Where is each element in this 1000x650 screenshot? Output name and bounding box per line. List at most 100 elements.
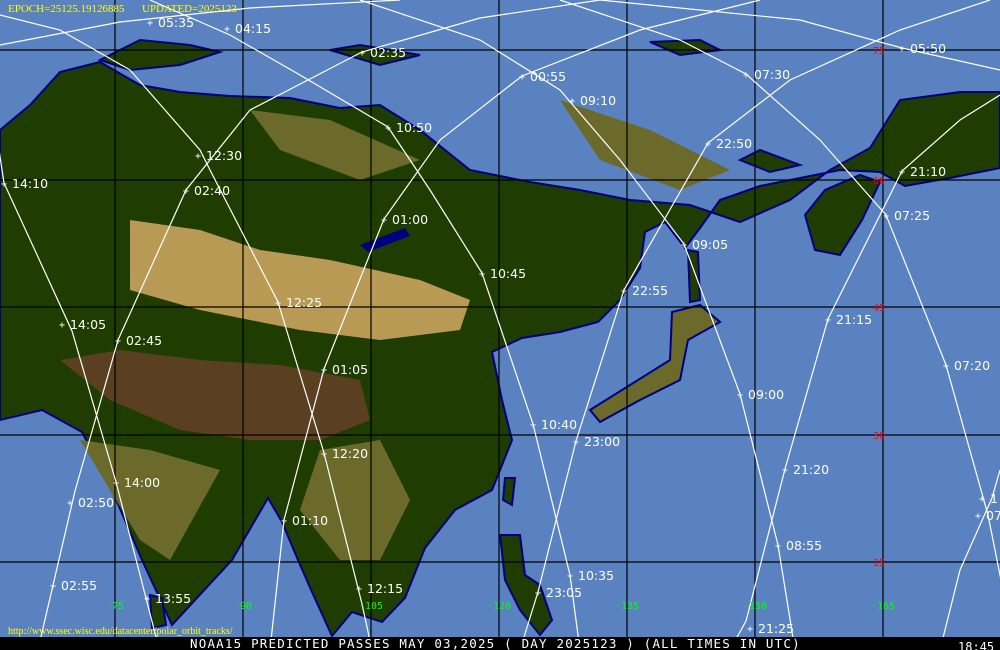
- orbit-track: [0, 14, 373, 650]
- eurasia-landmass: [0, 60, 1000, 638]
- plus-marker-icon: +: [183, 186, 189, 197]
- pass-time-label: 08:55: [786, 538, 822, 553]
- pass-time-label: 02:45: [126, 333, 162, 348]
- orbit-track: [149, 0, 581, 650]
- orbit-track: [269, 0, 761, 650]
- orbit-track: [39, 0, 601, 642]
- plus-marker-icon: +: [479, 269, 485, 280]
- pass-time-label: 14:05: [70, 317, 106, 332]
- plus-marker-icon: +: [883, 211, 889, 222]
- pass-time-marker: +12:20: [321, 446, 368, 461]
- partial-time-label: 18:45: [958, 640, 995, 650]
- pass-time-marker: +12:15: [356, 581, 403, 596]
- plus-marker-icon: +: [567, 571, 573, 582]
- plus-marker-icon: +: [573, 437, 579, 448]
- pass-time-marker: +22:50: [705, 136, 752, 151]
- pass-time-label: 07:25: [894, 208, 930, 223]
- pass-time-label: 02:35: [370, 45, 406, 60]
- updated-label: UPDATED=2025123: [142, 3, 237, 15]
- epoch-label: EPOCH=25125.19126885: [8, 3, 125, 15]
- plus-marker-icon: +: [569, 96, 575, 107]
- pass-time-label: 10:45: [490, 266, 526, 281]
- pass-time-marker: +23:00: [573, 434, 620, 449]
- land-layer: [0, 38, 1000, 638]
- plus-marker-icon: +: [743, 70, 749, 81]
- steppe-highlands: [130, 220, 470, 340]
- plus-marker-icon: +: [899, 167, 905, 178]
- pass-time-label: 10:40: [541, 417, 577, 432]
- sakhalin: [686, 248, 702, 304]
- lake-baikal: [360, 228, 410, 252]
- latitude-label: 15: [873, 558, 885, 569]
- pass-time-label: 12:15: [367, 581, 403, 596]
- pass-time-marker: +09:00: [737, 387, 784, 402]
- pass-time-label: 09:10: [580, 93, 616, 108]
- plus-marker-icon: +: [275, 298, 281, 309]
- pass-time-marker: +10:40: [530, 417, 577, 432]
- tibetan-plateau: [60, 350, 370, 440]
- taiwan: [501, 477, 517, 507]
- pass-time-marker: +10:45: [479, 266, 526, 281]
- siberian-upland: [250, 110, 420, 180]
- longitude-label: -120: [487, 601, 511, 612]
- pass-time-label: 1: [990, 491, 998, 506]
- plus-marker-icon: +: [737, 390, 743, 401]
- plus-marker-icon: +: [899, 44, 905, 55]
- longitude-label: -165: [871, 601, 895, 612]
- pass-time-label: 21:25: [758, 621, 794, 636]
- pass-time-marker: +12:30: [195, 148, 242, 163]
- plus-marker-icon: +: [359, 48, 365, 59]
- plus-marker-icon: +: [321, 365, 327, 376]
- plus-marker-icon: +: [775, 541, 781, 552]
- plus-marker-icon: +: [979, 494, 985, 505]
- pass-time-label: 14:00: [124, 475, 160, 490]
- pass-time-label: 10:35: [578, 568, 614, 583]
- pass-time-marker: +22:55: [621, 283, 668, 298]
- pass-time-label: 02:55: [61, 578, 97, 593]
- pass-time-marker: +12:25: [275, 295, 322, 310]
- plus-marker-icon: +: [975, 511, 981, 522]
- source-url-link[interactable]: http://www.ssec.wisc.edu/datacenter/pola…: [8, 626, 233, 637]
- plus-marker-icon: +: [321, 449, 327, 460]
- arctic-island: [97, 38, 224, 72]
- plus-marker-icon: +: [50, 581, 56, 592]
- plus-marker-icon: +: [1, 179, 7, 190]
- plus-marker-icon: +: [385, 123, 391, 134]
- plus-marker-icon: +: [681, 240, 687, 251]
- pass-time-marker: +02:45: [115, 333, 162, 348]
- pass-time-marker: +09:05: [681, 237, 728, 252]
- pass-time-marker: +13:55: [144, 591, 191, 606]
- pass-time-label: 01:00: [392, 212, 428, 227]
- plus-marker-icon: +: [113, 478, 119, 489]
- pass-time-label: 13:55: [155, 591, 191, 606]
- pass-time-marker: +01:05: [321, 362, 368, 377]
- pass-time-marker: +02:35: [359, 45, 406, 60]
- longitude-label: -105: [359, 601, 383, 612]
- pass-time-label: 12:20: [332, 446, 368, 461]
- pass-time-marker: +01:10: [281, 513, 328, 528]
- pass-time-marker: +09:10: [569, 93, 616, 108]
- pass-time-label: 05:50: [910, 41, 946, 56]
- orbit-track: [939, 469, 1000, 650]
- pass-time-label: 05:35: [158, 15, 194, 30]
- pass-time-marker: +07: [975, 508, 1000, 523]
- longitude-label: -135: [615, 601, 639, 612]
- indochina-upland: [300, 440, 410, 560]
- pass-time-label: 01:05: [332, 362, 368, 377]
- pass-time-marker: +05:35: [147, 15, 194, 30]
- plus-marker-icon: +: [621, 286, 627, 297]
- plus-marker-icon: +: [825, 315, 831, 326]
- pass-time-marker: +01:00: [381, 212, 428, 227]
- orbit-track: [729, 94, 1000, 650]
- philippines: [498, 534, 554, 637]
- orbit-track: [599, 0, 1000, 71]
- plus-marker-icon: +: [281, 516, 287, 527]
- plus-marker-icon: +: [535, 588, 541, 599]
- plus-marker-icon: +: [224, 24, 230, 35]
- pass-time-label: 02:50: [78, 495, 114, 510]
- pass-time-marker: +02:55: [50, 578, 97, 593]
- pass-time-marker: +07:25: [883, 208, 930, 223]
